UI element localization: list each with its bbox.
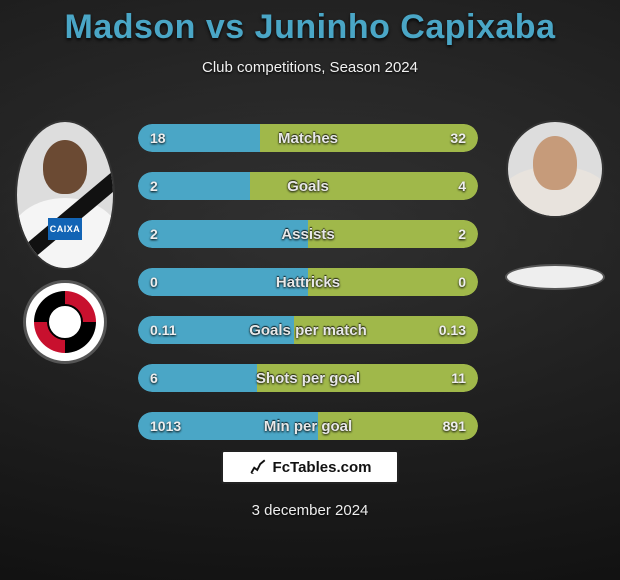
stat-label: Shots per goal	[138, 364, 478, 392]
site-badge-text: FcTables.com	[273, 459, 372, 476]
player-left-photo: CAIXA	[15, 120, 115, 270]
left-player-column: CAIXA	[10, 120, 120, 364]
date-text: 3 december 2024	[0, 502, 620, 519]
stat-label: Goals per match	[138, 316, 478, 344]
stat-row: 0.110.13Goals per match	[138, 316, 478, 344]
content-root: Madson vs Juninho Capixaba Club competit…	[0, 0, 620, 580]
stat-label: Goals	[138, 172, 478, 200]
stat-row: 1013891Min per goal	[138, 412, 478, 440]
player-right-photo	[506, 120, 604, 218]
stat-label: Hattricks	[138, 268, 478, 296]
club-left-logo	[23, 280, 107, 364]
stat-row: 00Hattricks	[138, 268, 478, 296]
right-player-column	[500, 120, 610, 290]
stat-row: 1832Matches	[138, 124, 478, 152]
stats-comparison: 1832Matches 24Goals 22Assists 00Hattricks 0.…	[138, 124, 478, 440]
club-right-placeholder	[505, 264, 605, 290]
stat-label: Matches	[138, 124, 478, 152]
player-left-head	[43, 140, 87, 194]
stat-label: Min per goal	[138, 412, 478, 440]
player-left-sponsor: CAIXA	[48, 218, 82, 240]
site-badge[interactable]: FcTables.com	[221, 450, 399, 484]
club-left-logo-center	[47, 304, 83, 340]
stat-row: 22Assists	[138, 220, 478, 248]
stat-row: 611Shots per goal	[138, 364, 478, 392]
player-right-head	[533, 136, 577, 190]
subtitle: Club competitions, Season 2024	[0, 59, 620, 76]
stat-row: 24Goals	[138, 172, 478, 200]
chart-icon	[249, 458, 267, 476]
stat-label: Assists	[138, 220, 478, 248]
page-title: Madson vs Juninho Capixaba	[0, 0, 620, 47]
